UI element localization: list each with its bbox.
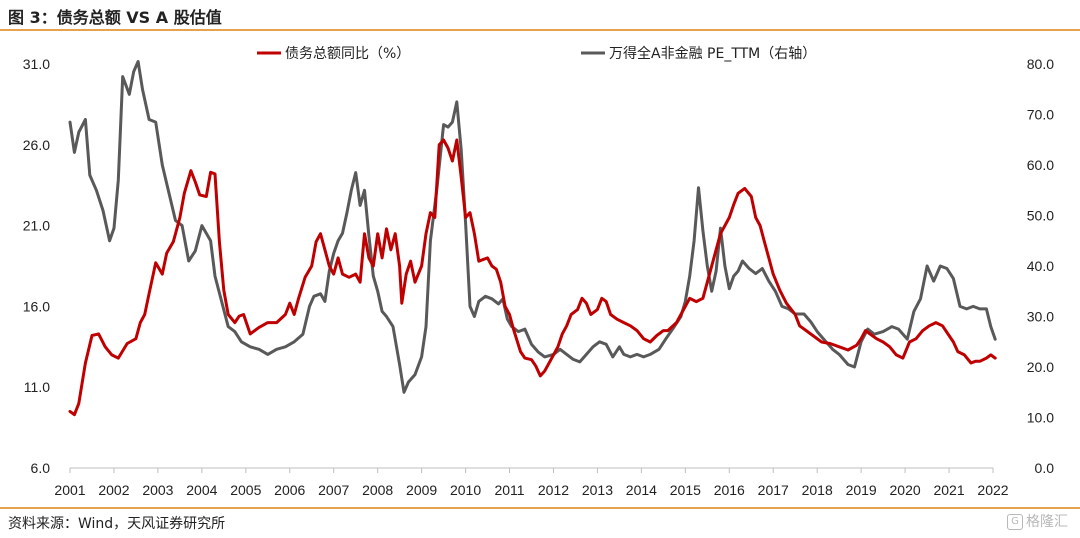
- legend: 债务总额同比（%） 万得全A非金融 PE_TTM（右轴）: [257, 45, 816, 62]
- logo-icon: G: [1007, 514, 1023, 530]
- debt-growth-line: [68, 138, 997, 417]
- figure-title: 图 3：债务总额 VS A 股估值: [8, 8, 222, 27]
- x-tick-label: 2016: [714, 482, 745, 498]
- right-y-tick-label: 50.0: [1027, 208, 1054, 224]
- left-y-tick-label: 16.0: [23, 298, 50, 314]
- x-tick-label: 2013: [582, 482, 613, 498]
- x-tick-label: 2019: [846, 482, 877, 498]
- x-tick-label: 2021: [933, 482, 964, 498]
- right-y-tick-label: 60.0: [1027, 157, 1054, 173]
- right-y-tick-label: 70.0: [1027, 107, 1054, 123]
- x-tick-label: 2018: [802, 482, 833, 498]
- left-y-tick-label: 31.0: [23, 56, 50, 72]
- x-tick-label: 2022: [977, 482, 1008, 498]
- x-tick-label: 2014: [626, 482, 657, 498]
- x-tick-label: 2011: [494, 482, 524, 498]
- x-tick-label: 2008: [362, 482, 393, 498]
- x-tick-label: 2006: [274, 482, 305, 498]
- footer-divider: [0, 507, 1080, 509]
- x-tick-label: 2004: [186, 482, 217, 498]
- x-tick-label: 2001: [54, 482, 85, 498]
- figure-header: 图 3：债务总额 VS A 股估值: [0, 0, 1080, 31]
- right-y-tick-label: 0.0: [1035, 460, 1055, 476]
- right-y-tick-label: 80.0: [1027, 56, 1054, 72]
- axes-layer: 2001 2002 2003 2004 2005 2006 2007 2008 2009 2010…: [23, 56, 1054, 498]
- x-tick-label: 2012: [538, 482, 569, 498]
- header-divider: [0, 29, 1080, 31]
- x-tick-label: 2010: [450, 482, 481, 498]
- left-y-tick-label: 21.0: [23, 218, 50, 234]
- right-y-tick-label: 10.0: [1027, 410, 1054, 426]
- x-tick-label: 2003: [142, 482, 173, 498]
- x-tick-label: 2007: [318, 482, 349, 498]
- source-note: 资料来源：Wind，天风证券研究所: [8, 516, 226, 532]
- legend-label: 债务总额同比（%）: [285, 46, 410, 62]
- left-y-tick-label: 26.0: [23, 137, 50, 153]
- x-tick-label: 2017: [758, 482, 789, 498]
- x-tick-label: 2020: [890, 482, 921, 498]
- left-y-tick-label: 11.0: [24, 379, 50, 395]
- x-tick-label: 2009: [406, 482, 437, 498]
- right-y-tick-label: 30.0: [1027, 309, 1054, 325]
- pe-ttm-line: [68, 60, 997, 394]
- series-layer: [68, 60, 997, 417]
- watermark: G 格隆汇: [1007, 511, 1068, 531]
- x-tick-label: 2005: [230, 482, 261, 498]
- right-y-tick-label: 40.0: [1027, 258, 1054, 274]
- watermark-text: 格隆汇: [1026, 514, 1068, 530]
- right-y-tick-label: 20.0: [1027, 359, 1054, 375]
- legend-label: 万得全A非金融 PE_TTM（右轴）: [609, 45, 816, 62]
- left-y-tick-label: 6.0: [31, 460, 51, 476]
- x-tick-label: 2002: [98, 482, 129, 498]
- x-tick-label: 2015: [670, 482, 701, 498]
